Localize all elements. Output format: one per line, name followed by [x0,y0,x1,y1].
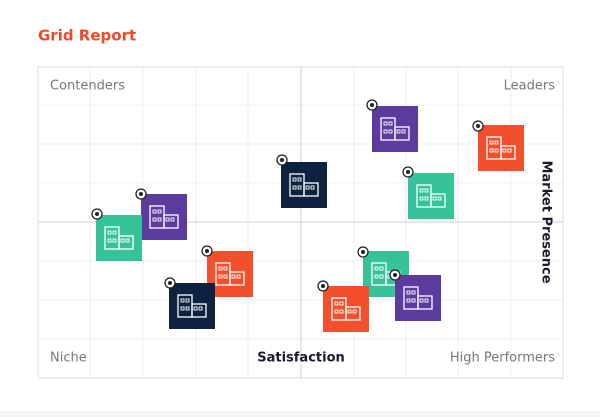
product-tile[interactable] [402,166,454,219]
quadrant-label: Niche [50,351,87,366]
x-axis-label: Satisfaction [257,351,345,366]
quadrant-label: Leaders [504,79,556,94]
quadrant-label: High Performers [450,351,555,366]
product-tile[interactable] [276,154,327,208]
product-tile[interactable] [135,188,187,240]
title: Grid Report [38,27,136,45]
quadrant-label: Contenders [50,79,125,94]
product-tile[interactable] [389,269,441,321]
y-axis-label: Market Presence [539,160,554,283]
product-tile[interactable] [164,277,215,329]
product-tile[interactable] [317,280,369,332]
product-tile[interactable] [366,99,418,152]
product-tile[interactable] [91,208,142,261]
product-tile[interactable] [472,120,524,171]
